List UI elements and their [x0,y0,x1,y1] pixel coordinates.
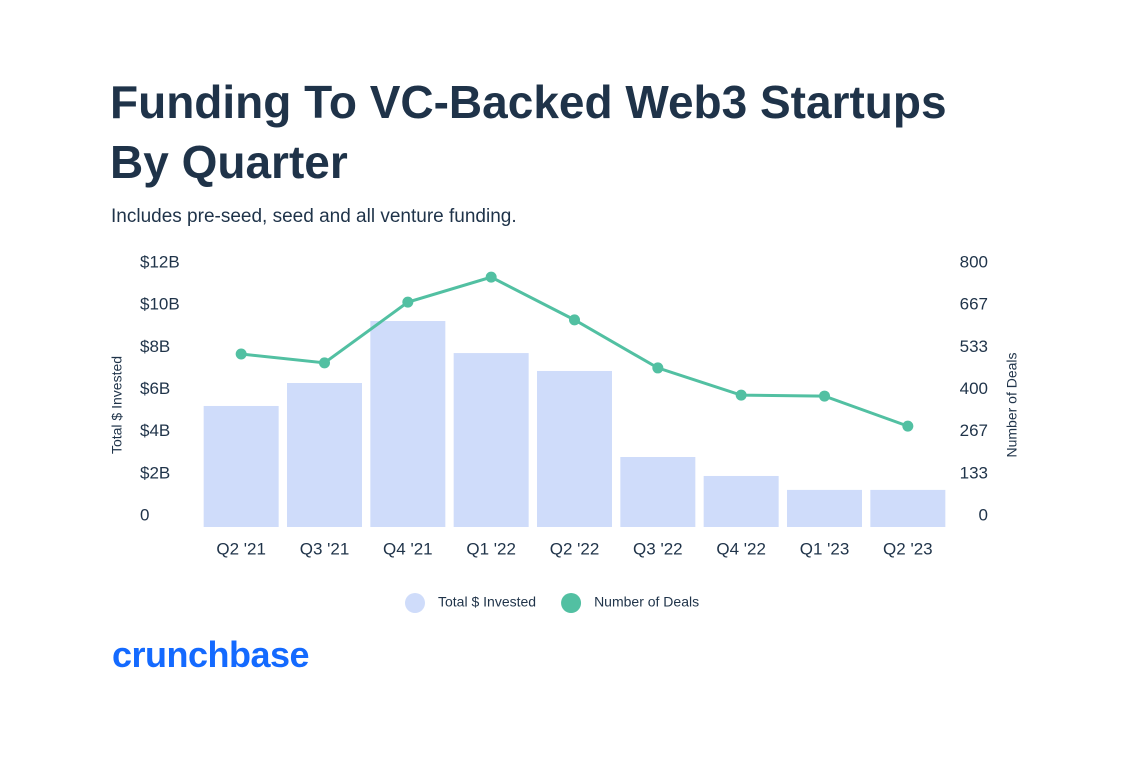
x-tick-label: Q3 '22 [633,539,683,558]
y-tick-label: $4B [140,421,170,440]
legend-swatch [405,593,425,613]
bar [537,370,612,527]
y2-tick-label: 267 [960,421,988,440]
x-tick-label: Q1 '22 [466,539,516,558]
bar [203,405,279,527]
x-tick-label: Q2 '21 [216,539,266,558]
y2-tick-label: 133 [960,463,988,482]
bar [787,489,862,527]
bar [703,475,779,527]
legend-label: Number of Deals [594,594,699,610]
y2-tick-label: 667 [960,295,988,314]
point [652,362,664,374]
point [319,357,330,369]
point [819,390,830,402]
legend-swatch [561,593,582,613]
x-tick-label: Q4 '21 [383,539,433,558]
y2-tick-label: 0 [979,505,988,524]
bar [453,353,529,527]
point [402,296,414,308]
point [902,420,914,432]
y-tick-label: $10B [140,295,180,314]
point [735,389,747,401]
logo: crunchbase [112,634,310,675]
bar [870,489,946,527]
y-tick-label: 0 [140,505,149,524]
y-axis-title: Total $ Invested [109,356,125,454]
point [485,271,497,283]
y2-tick-label: 800 [960,252,988,271]
x-tick-label: Q2 '23 [883,539,933,558]
y-tick-label: $2B [140,463,170,482]
y-tick-label: $6B [140,379,170,398]
y2-axis-title: Number of Deals [1004,352,1020,457]
chart-subtitle: Includes pre-seed, seed and all venture … [111,206,517,227]
y-tick-label: $8B [140,337,170,356]
point [569,314,580,326]
chart-title: Funding To VC-Backed Web3 Startups By Qu… [110,76,947,188]
x-tick-label: Q3 '21 [300,539,350,558]
x-tick-label: Q1 '23 [800,539,850,558]
y2-tick-label: 533 [960,337,988,356]
x-tick-label: Q2 '22 [550,539,600,558]
legend-label: Total $ Invested [438,594,536,610]
bar [620,457,696,527]
x-tick-label: Q4 '22 [716,539,766,558]
point [235,348,247,360]
bar [287,383,362,527]
bar [370,321,446,527]
y-tick-label: $12B [140,252,180,271]
y2-tick-label: 400 [960,379,988,398]
